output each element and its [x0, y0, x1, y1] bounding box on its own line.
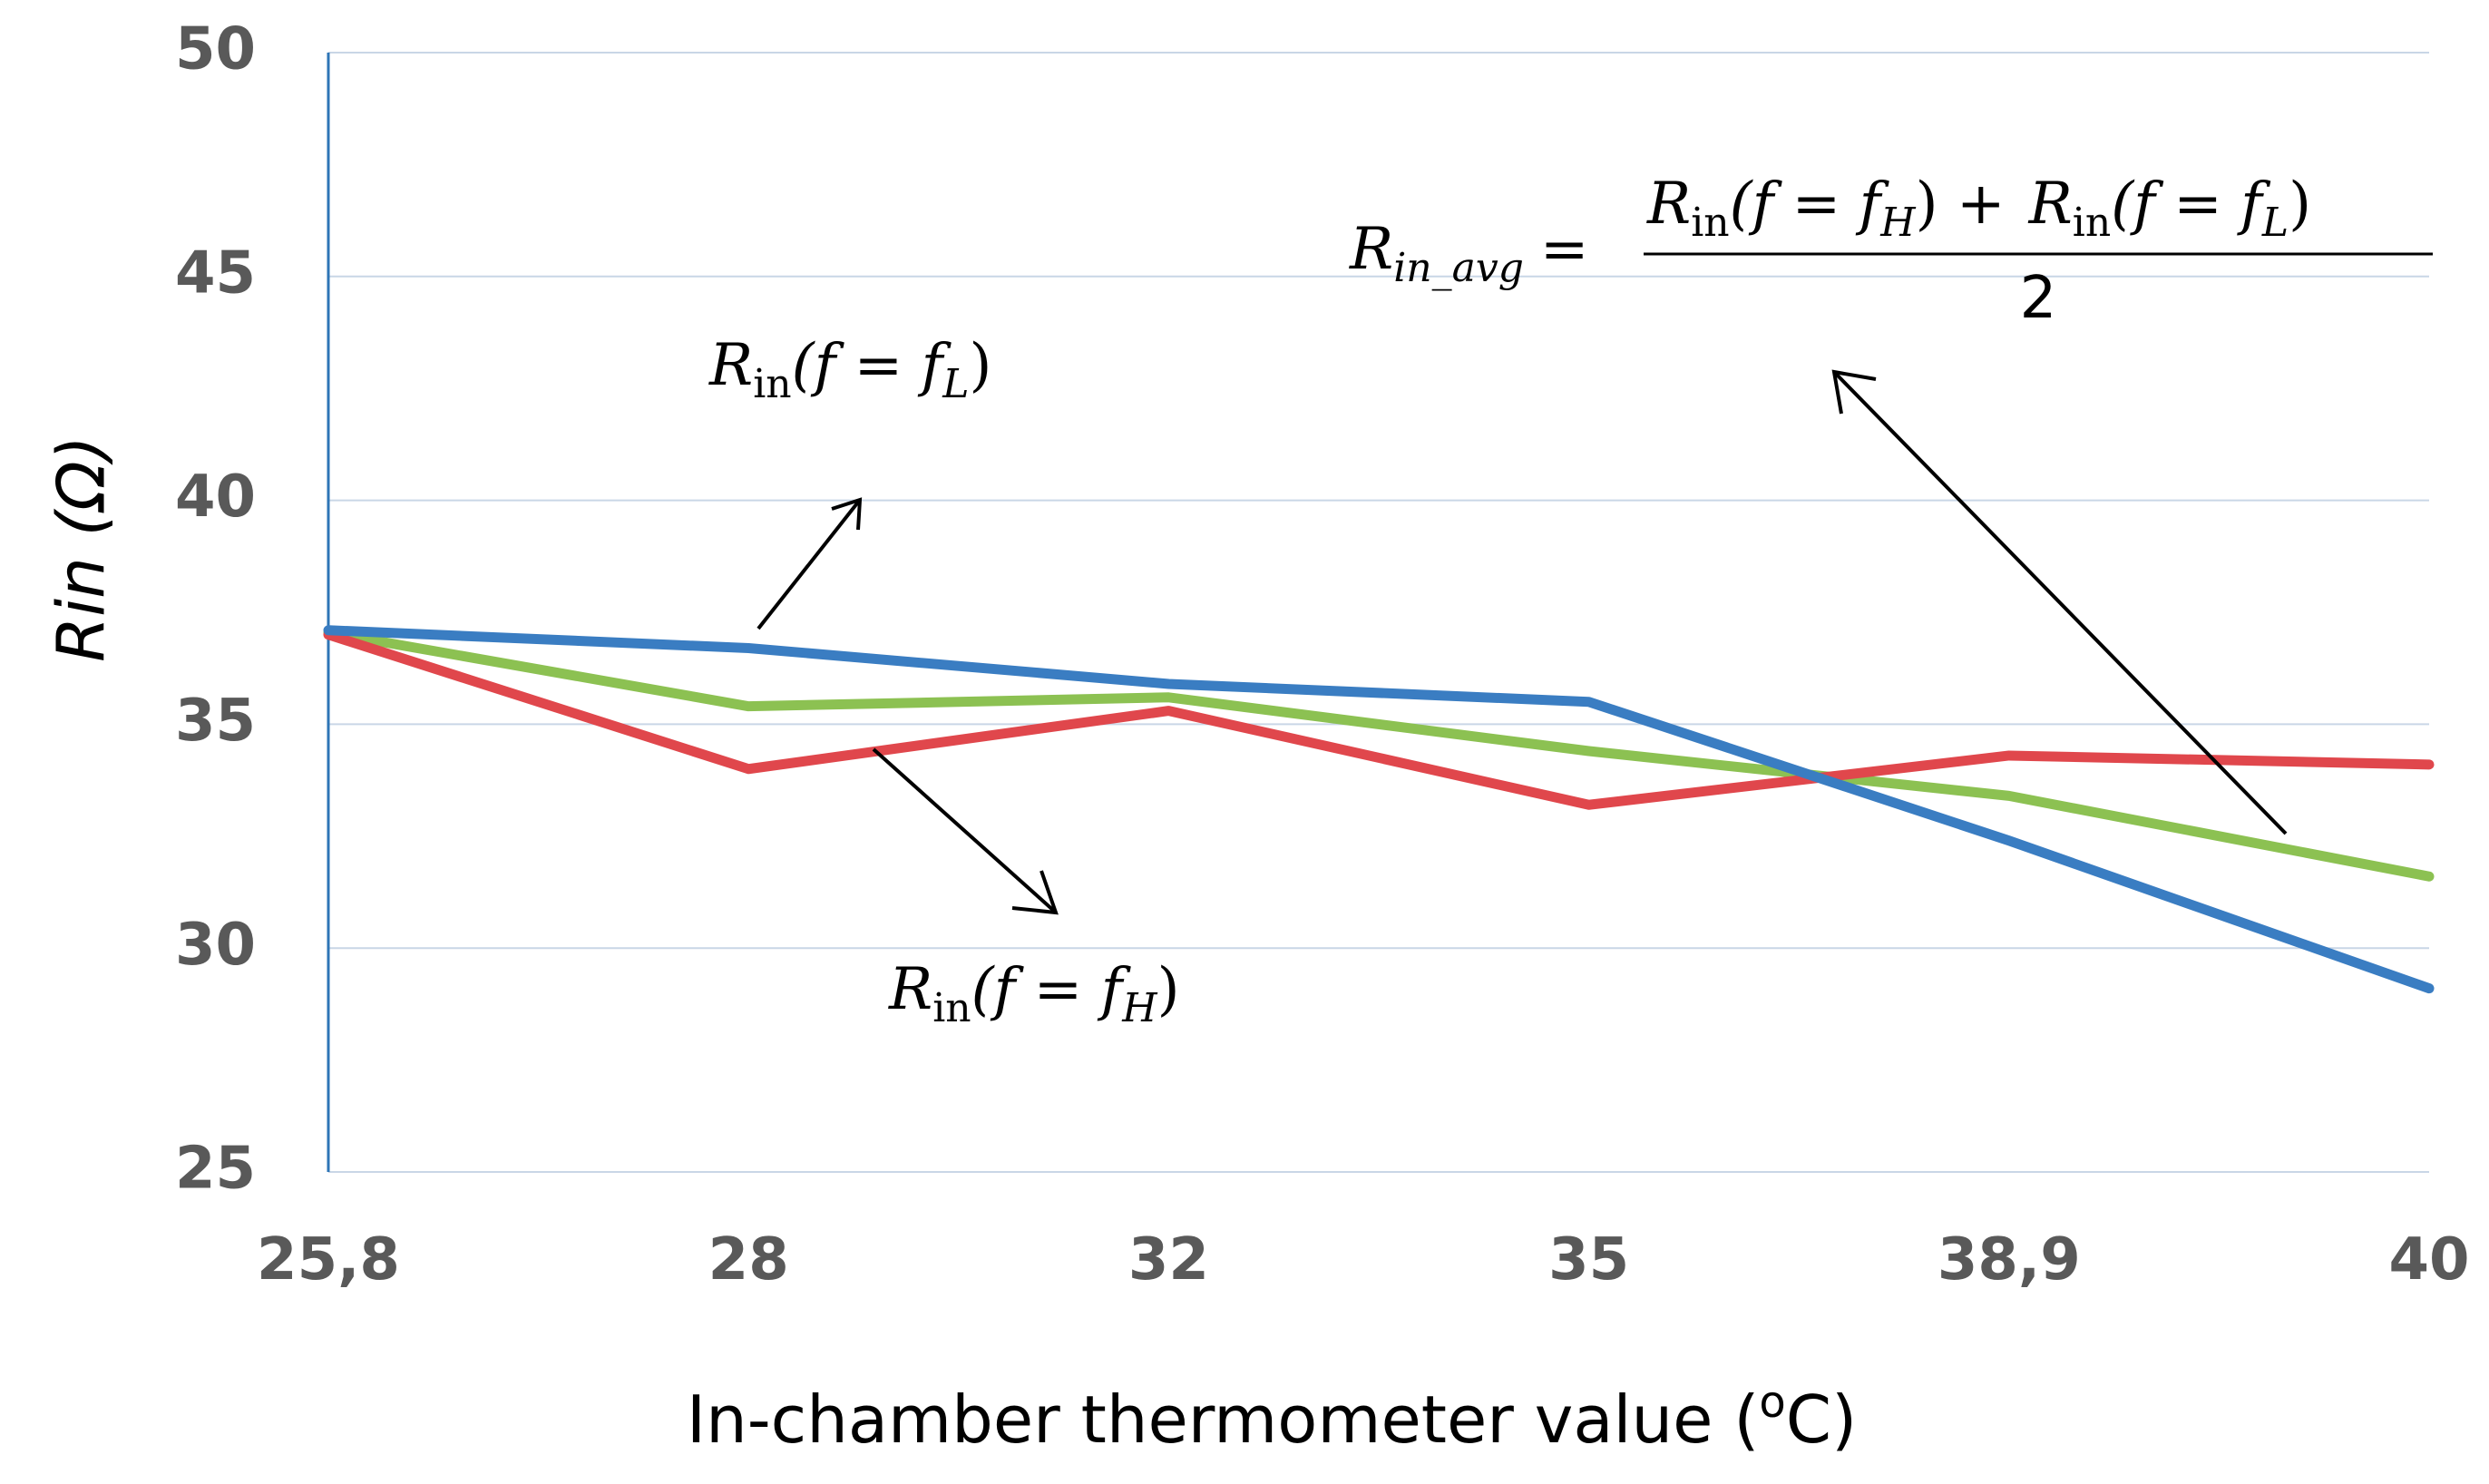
- y-tick-label: 30: [175, 912, 256, 979]
- y-tick-label: 25: [175, 1136, 256, 1203]
- x-axis-title: In-chamber thermometer value (oC): [687, 1377, 1857, 1458]
- series-line-rin-avg: [323, 627, 2435, 882]
- formula-num2-main: R: [2028, 171, 2073, 238]
- arrow-to-fl-label-head: [831, 497, 863, 531]
- x-tick-labels: 25,8 28 32 35 38,9 40: [257, 1226, 2469, 1294]
- formula-denominator: 2: [2020, 265, 2057, 332]
- formula-eq: =: [1540, 216, 1589, 283]
- y-tick-label: 40: [175, 464, 256, 531]
- label-rin-fl-open: (f = f: [792, 332, 952, 399]
- x-tick-label: 28: [708, 1226, 789, 1294]
- formula-num1-fsub: H: [1879, 200, 1917, 246]
- formula-num1-open: (f = f: [1730, 171, 1890, 238]
- formula-num2-fsub: L: [2261, 200, 2289, 246]
- x-tick-label: 25,8: [257, 1226, 400, 1294]
- x-tick-label: 38,9: [1938, 1226, 2081, 1294]
- arrow-to-fh-label: [872, 747, 1058, 914]
- label-rin-fh-fsub: H: [1121, 985, 1158, 1031]
- x-tick-label: 40: [2388, 1226, 2469, 1294]
- label-rin-fh-open: (f = f: [971, 956, 1132, 1023]
- formula-rin-avg: Rin_avg = Rin(f = fH) + Rin(f = fL) 2: [1349, 171, 2433, 332]
- label-rin-fh-sub: in: [932, 985, 971, 1031]
- x-tick-label: 35: [1548, 1226, 1629, 1294]
- arrow-to-fl-label: [756, 498, 862, 630]
- label-rin-fh: Rin(f = fH): [888, 956, 1180, 1031]
- formula-lhs-main: R: [1349, 216, 1393, 283]
- series-line-rin-f-fl-: [323, 625, 2435, 994]
- formula-num2-open: (f = f: [2111, 171, 2271, 238]
- x-tick-label: 32: [1128, 1226, 1209, 1294]
- y-tick-label: 45: [175, 239, 256, 307]
- y-tick-labels: 25 30 35 40 45 50: [175, 16, 256, 1203]
- formula-num1-main: R: [1646, 171, 1691, 238]
- formula-lhs-sub: in_avg: [1393, 245, 1524, 291]
- y-axis-title: Rin (Ω): [44, 435, 120, 662]
- x-axis-title-end: C): [1786, 1381, 1857, 1458]
- annotation-arrows: [756, 369, 2288, 915]
- label-rin-fh-main: R: [888, 956, 932, 1023]
- formula-numerator: Rin(f = fH) + Rin(f = fL): [1646, 171, 2311, 246]
- formula-num2-close: ): [2289, 171, 2311, 238]
- label-rin-fh-close: ): [1157, 956, 1180, 1023]
- label-rin-fl-close: ): [969, 332, 991, 399]
- arrow-to-formula: [1832, 370, 2288, 835]
- formula-lhs: Rin_avg =: [1349, 216, 1588, 291]
- formula-num1-sub: in: [1691, 200, 1729, 246]
- series-lines: [323, 625, 2435, 994]
- series-line-rin-f-fh-: [323, 630, 2435, 810]
- label-rin-fl-sub: in: [753, 361, 791, 407]
- x-axis-title-main: In-chamber thermometer value (: [687, 1381, 1760, 1458]
- x-axis-title-superscript: o: [1759, 1377, 1785, 1428]
- label-rin-fl-main: R: [708, 332, 753, 399]
- arrow-to-formula-head: [1831, 369, 1877, 415]
- formula-num2-sub: in: [2073, 200, 2111, 246]
- formula-num1-close: ) +: [1916, 171, 2006, 238]
- arrow-to-fh-label-head: [1011, 870, 1059, 915]
- y-tick-label: 35: [175, 688, 256, 755]
- y-tick-label: 50: [175, 16, 256, 83]
- label-rin-fl: Rin(f = fL): [708, 332, 991, 407]
- label-rin-fl-fsub: L: [942, 361, 969, 407]
